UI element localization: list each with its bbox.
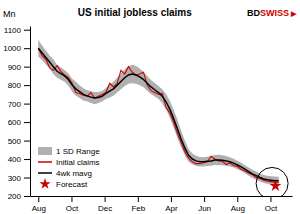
tick-mark: [138, 196, 139, 202]
tick-label: 800: [8, 81, 22, 90]
tick-label: Aug: [231, 204, 245, 213]
tick-mark: [71, 196, 72, 202]
tick-mark: [171, 196, 172, 202]
chart-container: Aug Oct Dec Feb Apr Jun Aug Oct 200 300 400 500 600 7…: [0, 0, 300, 214]
tick-mark: [24, 159, 30, 160]
tick-label: 300: [8, 174, 22, 183]
plot-area: Aug Oct Dec Feb Apr Jun Aug Oct 200 300 400 500 600 7…: [3, 26, 292, 213]
tick: Jun: [198, 196, 211, 213]
legend: 1 SD Range Initial claims 4wk mavg Forecast: [38, 147, 100, 189]
tick: Oct: [66, 196, 79, 213]
legend-swatch: [38, 172, 52, 174]
axis-line: [31, 196, 293, 197]
legend-label: Initial claims: [56, 158, 100, 167]
tick-label: 200: [8, 192, 22, 201]
line: [38, 48, 278, 181]
tick-mark: [38, 196, 39, 202]
tick-mark: [24, 178, 30, 179]
legend-label: 1 SD Range: [56, 147, 100, 156]
tick-mark: [105, 196, 106, 202]
tick-label: 1000: [3, 44, 21, 53]
legend-item: 4wk mavg: [38, 169, 92, 178]
tick: 1100: [4, 26, 30, 35]
tick-label: Jun: [198, 204, 211, 213]
tick-mark: [24, 196, 30, 197]
legend-swatch: [38, 161, 52, 163]
legend-item: Initial claims: [38, 158, 100, 167]
tick-mark: [24, 122, 30, 123]
tick-mark: [24, 67, 30, 68]
tick: Feb: [131, 196, 145, 213]
tick: 1000: [3, 44, 30, 53]
tick: 400: [8, 155, 30, 164]
title: US initial jobless claims: [78, 7, 192, 18]
legend-item: 1 SD Range: [38, 147, 100, 156]
tick-label: Apr: [165, 204, 178, 213]
tick-label: Dec: [98, 204, 112, 213]
legend-item: Forecast: [39, 178, 88, 189]
tick-mark: [237, 196, 238, 202]
tick-label: Oct: [66, 204, 79, 213]
tick-label: Oct: [265, 204, 278, 213]
annotation: SWISS: [260, 8, 289, 18]
tick: Apr: [165, 196, 178, 213]
tick-label: 900: [8, 63, 22, 72]
tick-mark: [204, 196, 205, 202]
tick-mark: [24, 104, 30, 105]
tick: 800: [8, 81, 30, 90]
line: [38, 48, 278, 182]
tick: Dec: [98, 196, 112, 213]
tick-mark: [24, 141, 30, 142]
tick: 500: [8, 137, 30, 146]
tick-label: Aug: [32, 204, 46, 213]
tick-label: 400: [8, 155, 22, 164]
tick: 300: [8, 174, 30, 183]
x-axis: Aug Oct Dec Feb Apr Jun Aug Oct: [31, 196, 293, 213]
tick: 900: [8, 63, 30, 72]
tick-mark: [24, 85, 30, 86]
tick: Aug: [32, 196, 46, 213]
sd-band: [38, 40, 278, 185]
tick-mark: [24, 48, 30, 49]
tick-label: Feb: [131, 204, 145, 213]
legend-label: 4wk mavg: [56, 169, 92, 178]
legend-swatch: [38, 147, 52, 155]
tick: 600: [8, 118, 30, 127]
tick: Oct: [265, 196, 278, 213]
legend-swatch: [39, 178, 50, 189]
annotation: BD: [247, 8, 260, 18]
tick: 200: [8, 192, 30, 201]
tick-mark: [270, 196, 271, 202]
legend-label: Forecast: [56, 180, 88, 189]
forecast-point: [269, 180, 281, 191]
axis-line: [30, 27, 31, 197]
tick: 700: [8, 100, 30, 109]
annotation: ▶: [290, 10, 297, 18]
tick: Aug: [231, 196, 245, 213]
tick-label: 1100: [4, 26, 22, 35]
tick-label: 600: [8, 118, 22, 127]
tick-mark: [24, 30, 30, 31]
data-layer: [38, 40, 288, 196]
tick-label: 500: [8, 137, 22, 146]
highlight-circle: [256, 167, 288, 196]
chart: Aug Oct Dec Feb Apr Jun Aug Oct 200 300 400 500 600 7…: [0, 0, 300, 214]
y-axis: 200 300 400 500 600 700 800 900 1000 1100: [3, 26, 30, 201]
tick-label: 700: [8, 100, 22, 109]
y-label: Mn: [3, 9, 16, 19]
